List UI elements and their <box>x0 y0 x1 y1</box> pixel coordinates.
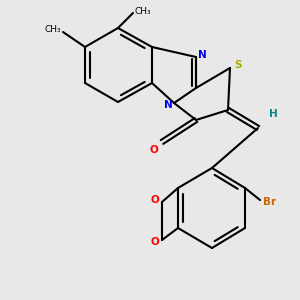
Text: N: N <box>164 100 172 110</box>
Text: H: H <box>268 109 278 119</box>
Text: N: N <box>198 50 206 60</box>
Text: O: O <box>150 145 158 155</box>
Text: O: O <box>151 195 159 205</box>
Text: CH₃: CH₃ <box>135 7 151 16</box>
Text: O: O <box>151 237 159 247</box>
Text: S: S <box>234 60 242 70</box>
Text: CH₃: CH₃ <box>45 26 61 34</box>
Text: Br: Br <box>263 197 277 207</box>
